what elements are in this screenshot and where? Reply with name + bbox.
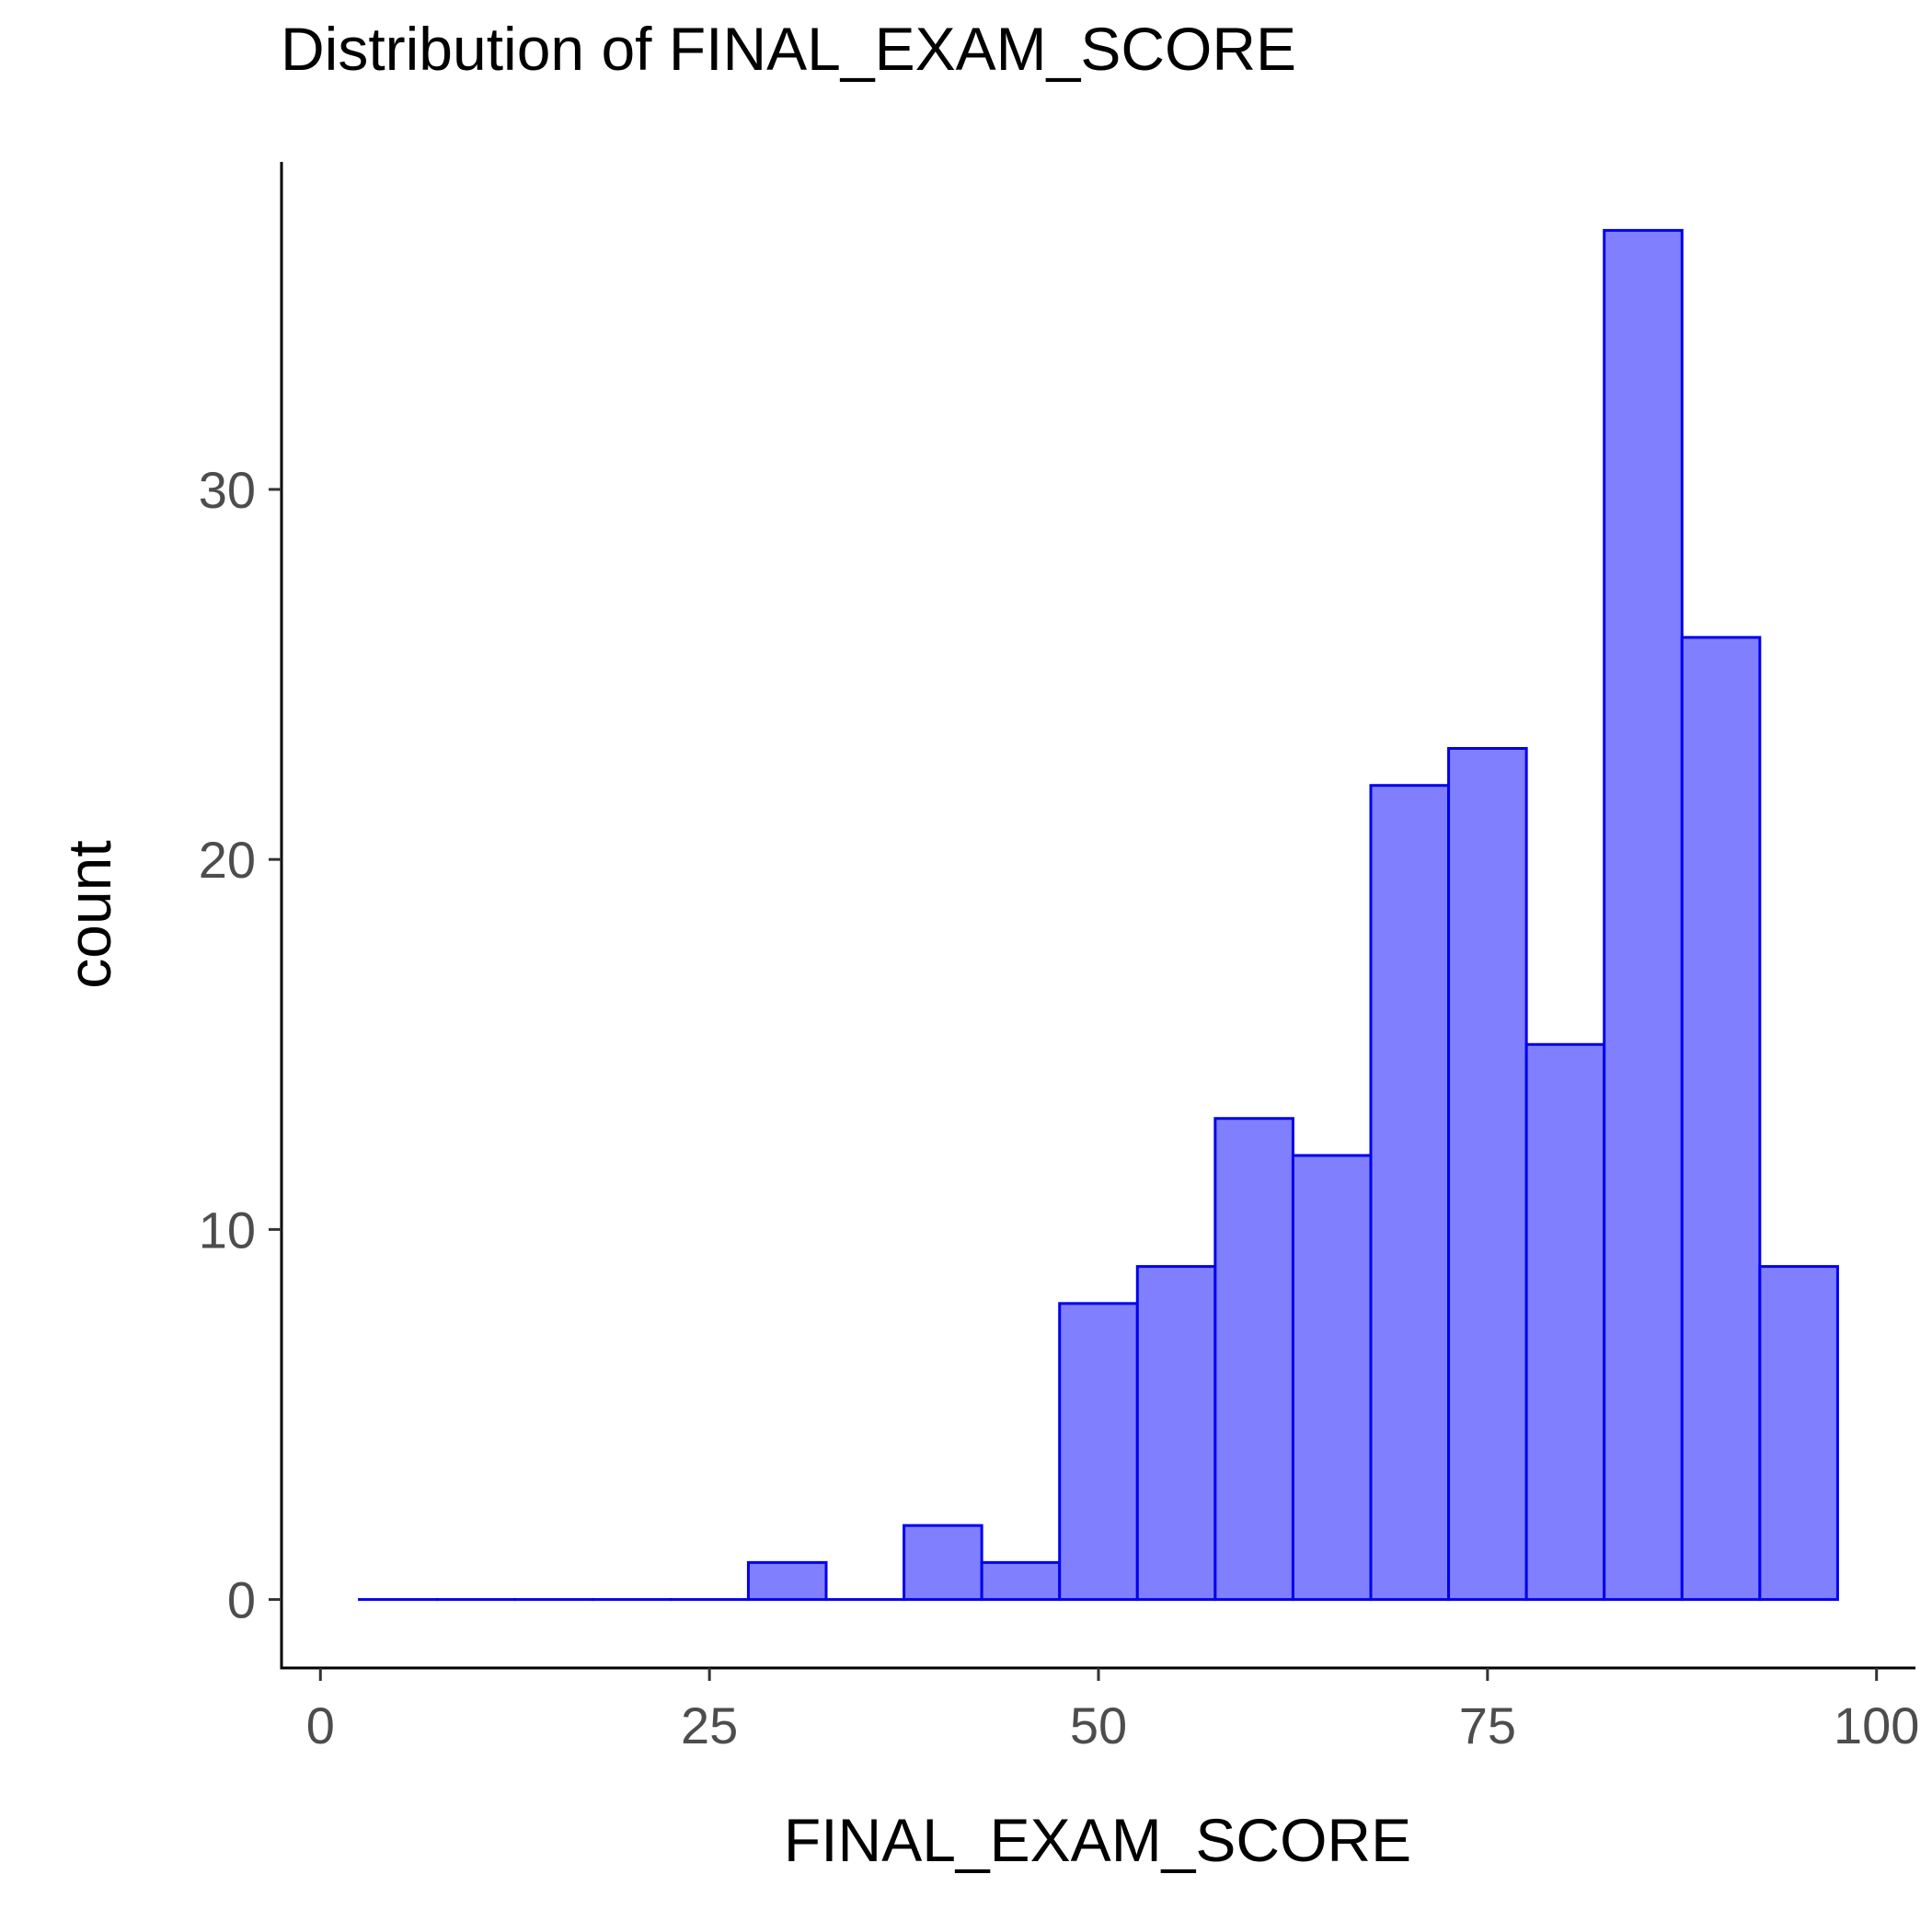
y-tick-label-3: 30 [199,461,256,519]
y-tick-label-0: 0 [227,1571,256,1629]
histogram-bar-13 [1369,784,1451,1602]
x-tick-label-2: 50 [1070,1696,1127,1754]
x-tick-label-1: 25 [681,1696,738,1754]
y-axis-ticks: 0 10 20 30 [199,461,282,1629]
x-tick-label-0: 0 [306,1696,335,1754]
chart-title: Distribution of FINAL_EXAM_SCORE [281,15,1296,83]
histogram-bar-7 [903,1524,983,1602]
x-tick-label-4: 100 [1834,1696,1919,1754]
histogram-bar-18 [1758,1265,1839,1602]
histogram-bar-16 [1603,228,1684,1602]
x-tick-label-3: 75 [1459,1696,1516,1754]
histogram-bar-14 [1447,747,1528,1602]
histogram-bar-12 [1291,1154,1373,1602]
y-axis-title: count [55,840,123,988]
histogram-bar-9 [1058,1302,1139,1602]
histogram-bar-17 [1680,636,1762,1602]
histogram-bar-11 [1213,1117,1294,1602]
histogram-bar-8 [980,1560,1062,1602]
histogram-bar-15 [1524,1042,1606,1602]
histogram-bar-10 [1135,1265,1217,1602]
y-tick-label-2: 20 [199,831,256,889]
histogram-bars [358,228,1839,1602]
y-tick-label-1: 10 [199,1201,256,1259]
x-axis-ticks: 0 25 50 75 100 [306,1668,1919,1754]
histogram-bar-5 [746,1560,828,1602]
x-axis-title: FINAL_EXAM_SCORE [784,1806,1411,1874]
